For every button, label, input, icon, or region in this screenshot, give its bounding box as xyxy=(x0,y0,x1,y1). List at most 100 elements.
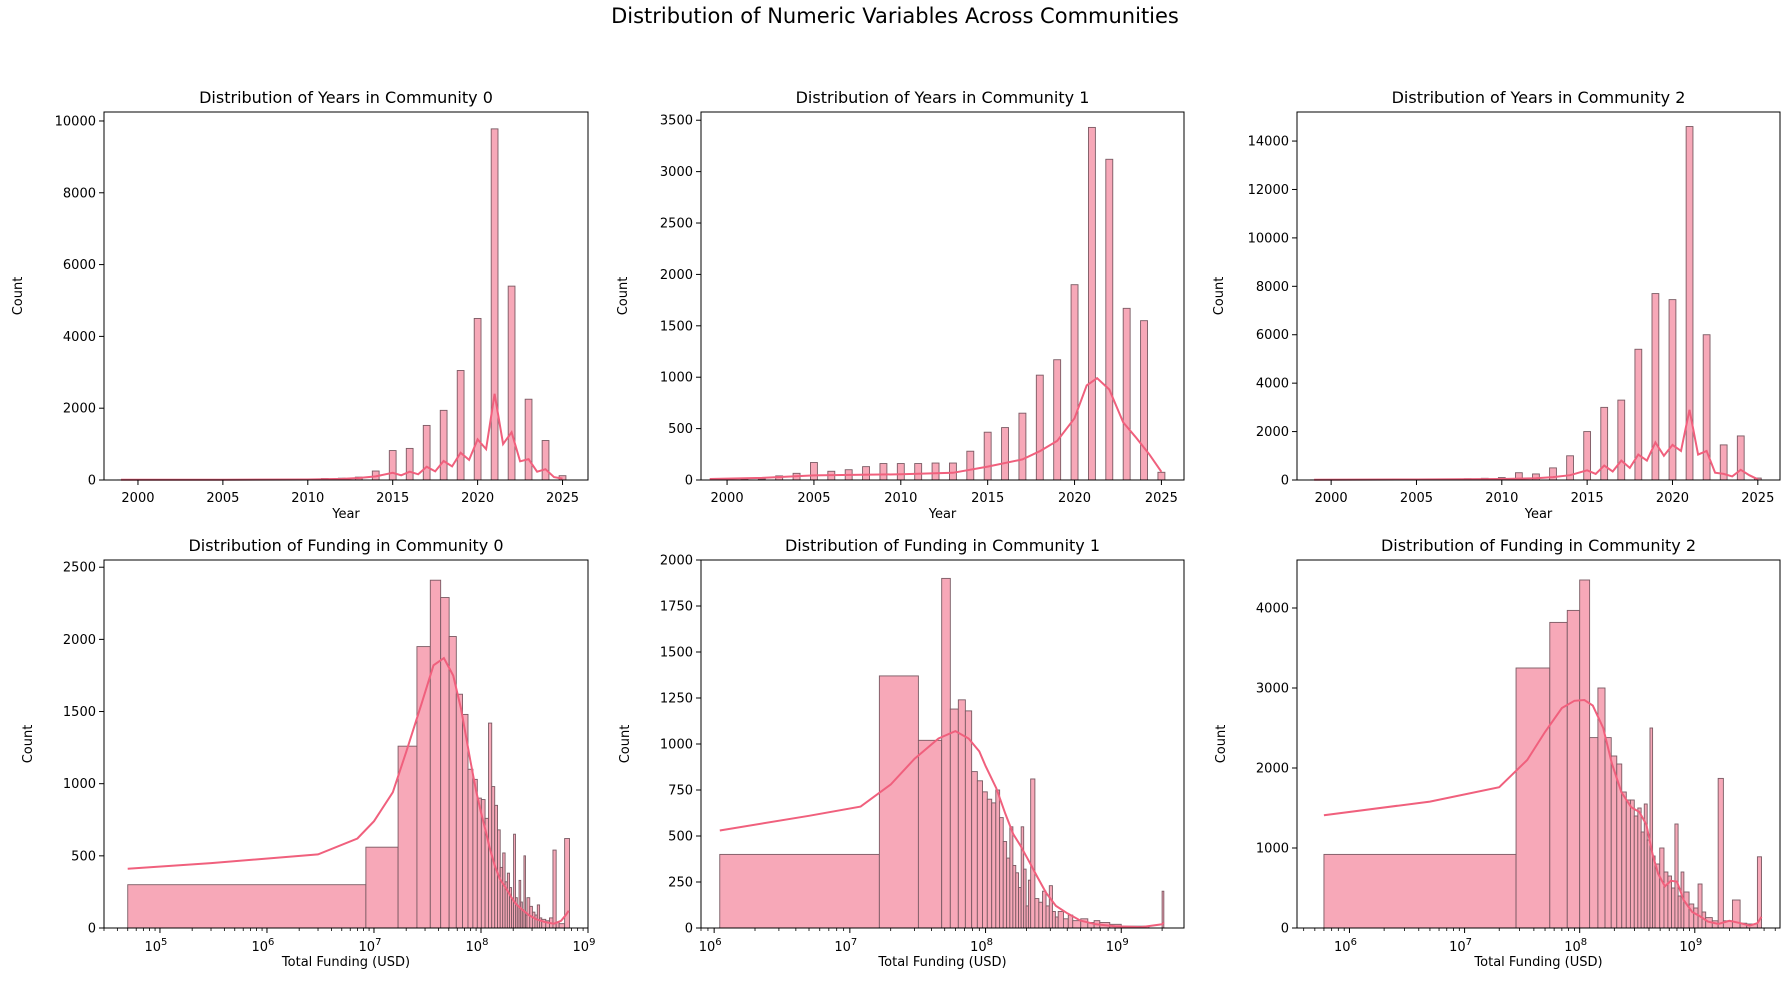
histogram-bar xyxy=(1140,320,1148,481)
y-tick-label: 0 xyxy=(88,922,96,937)
histogram-bar xyxy=(986,798,993,929)
subplot-title: Distribution of Funding in Community 2 xyxy=(1381,536,1696,555)
histogram-bar xyxy=(966,450,975,481)
histogram-bar xyxy=(1697,883,1703,929)
histogram-bar xyxy=(476,797,482,929)
y-tick-label: 1000 xyxy=(1256,842,1289,857)
x-tick-label-base: 10 xyxy=(970,940,987,955)
histogram-bar xyxy=(1589,737,1599,929)
y-axis-label: Count xyxy=(11,277,26,316)
y-tick-label: 8000 xyxy=(1256,280,1289,295)
x-axis-label: Total Funding (USD) xyxy=(877,955,1006,970)
histogram-bar xyxy=(429,579,442,929)
y-tick-label: 4000 xyxy=(1256,602,1289,617)
histogram-bar xyxy=(917,739,943,929)
y-axis-label: Count xyxy=(618,725,633,764)
y-tick-label: 2000 xyxy=(660,268,693,283)
kde-line xyxy=(127,656,570,925)
histogram-bar xyxy=(1105,158,1114,481)
y-tick-label: 2000 xyxy=(1256,425,1289,440)
x-tick-label-exponent: 9 xyxy=(589,937,595,948)
axes-frame xyxy=(1296,111,1781,481)
histogram-bar xyxy=(1001,427,1009,481)
x-tick-label: 2015 xyxy=(971,491,1004,506)
x-tick-label-base: 10 xyxy=(359,940,376,955)
bars xyxy=(719,577,1165,929)
x-tick-label-exponent: 7 xyxy=(1466,937,1472,948)
y-tick-label: 0 xyxy=(1281,922,1289,937)
x-tick-label-base: 10 xyxy=(252,940,269,955)
histogram-bar xyxy=(1566,609,1581,929)
histogram-bar xyxy=(1087,126,1096,481)
subplot-3: 105 106 107 108 10905001000150020002500Distr… xyxy=(21,536,595,970)
subplot-5: 106 107 108 10901000200030004000Distributio… xyxy=(1214,536,1781,970)
x-tick-label-base: 10 xyxy=(1449,940,1466,955)
x-tick-label: 108 xyxy=(1564,937,1587,955)
kde-line xyxy=(1323,698,1763,927)
histogram-bar xyxy=(1072,920,1082,929)
histogram-bar xyxy=(1683,891,1690,929)
histogram-bar xyxy=(1674,823,1679,929)
y-axis-label: Count xyxy=(616,277,631,316)
histogram-bar xyxy=(1018,412,1027,481)
y-tick-label: 0 xyxy=(88,474,96,489)
histogram-bar xyxy=(1637,807,1642,929)
y-tick-label: 1000 xyxy=(63,777,96,792)
histogram-bar xyxy=(991,802,997,929)
histogram-bar xyxy=(931,462,940,481)
y-tick-label: 2000 xyxy=(1256,762,1289,777)
histogram-bar xyxy=(1062,918,1069,929)
histogram-bar xyxy=(1621,791,1627,929)
x-tick-label: 2020 xyxy=(1656,491,1689,506)
histogram-bar xyxy=(558,923,566,929)
bars xyxy=(723,126,1166,481)
x-tick-label: 108 xyxy=(970,937,993,955)
histogram-bar xyxy=(467,768,474,929)
histogram-bar xyxy=(810,462,818,481)
y-tick-label: 0 xyxy=(1281,474,1289,489)
histogram-bar xyxy=(1045,905,1050,929)
histogram-bar xyxy=(1579,579,1591,929)
x-tick-label: 109 xyxy=(573,937,596,955)
histogram-bar xyxy=(440,597,450,929)
histogram-bar xyxy=(976,780,983,929)
x-tick-label: 2025 xyxy=(546,491,579,506)
histogram-bar xyxy=(1736,435,1745,481)
x-tick-label: 2020 xyxy=(1058,491,1091,506)
y-tick-label: 3500 xyxy=(660,114,693,129)
y-tick-label: 500 xyxy=(668,830,693,845)
histogram-bar xyxy=(1006,857,1011,929)
histogram-bar xyxy=(1633,815,1639,929)
histogram-bar xyxy=(1663,871,1669,929)
histogram-bar xyxy=(365,846,399,929)
histogram-bar xyxy=(1323,853,1517,929)
x-tick-label-exponent: 6 xyxy=(715,937,721,948)
histogram-bar xyxy=(1038,901,1043,929)
x-tick-label: 2005 xyxy=(1400,491,1433,506)
histogram-bar xyxy=(983,431,992,481)
histogram-bar xyxy=(995,789,1001,929)
x-tick-label-exponent: 9 xyxy=(1122,937,1128,948)
x-tick-label-base: 10 xyxy=(1564,940,1581,955)
x-axis-label: Year xyxy=(928,507,957,522)
histogram-bar xyxy=(507,285,516,481)
histogram-bar xyxy=(1002,841,1008,929)
subplot-title: Distribution of Years in Community 1 xyxy=(796,88,1090,107)
x-tick-label-base: 10 xyxy=(466,940,483,955)
histogram-bar xyxy=(488,722,493,929)
y-tick-label: 1000 xyxy=(660,371,693,386)
y-axis-label: Count xyxy=(21,725,36,764)
histogram-bar xyxy=(1629,799,1635,929)
axes-frame xyxy=(103,559,589,929)
y-tick-label: 10000 xyxy=(55,114,96,129)
x-tick-label: 107 xyxy=(834,937,857,955)
y-axis-label: Count xyxy=(1212,277,1227,316)
y-tick-label: 0 xyxy=(685,922,693,937)
y-tick-label: 750 xyxy=(668,784,693,799)
x-tick-label-base: 10 xyxy=(1679,940,1696,955)
x-tick-label: 107 xyxy=(1449,937,1472,955)
histogram-bar xyxy=(455,693,463,929)
histogram-bar xyxy=(1009,826,1014,929)
